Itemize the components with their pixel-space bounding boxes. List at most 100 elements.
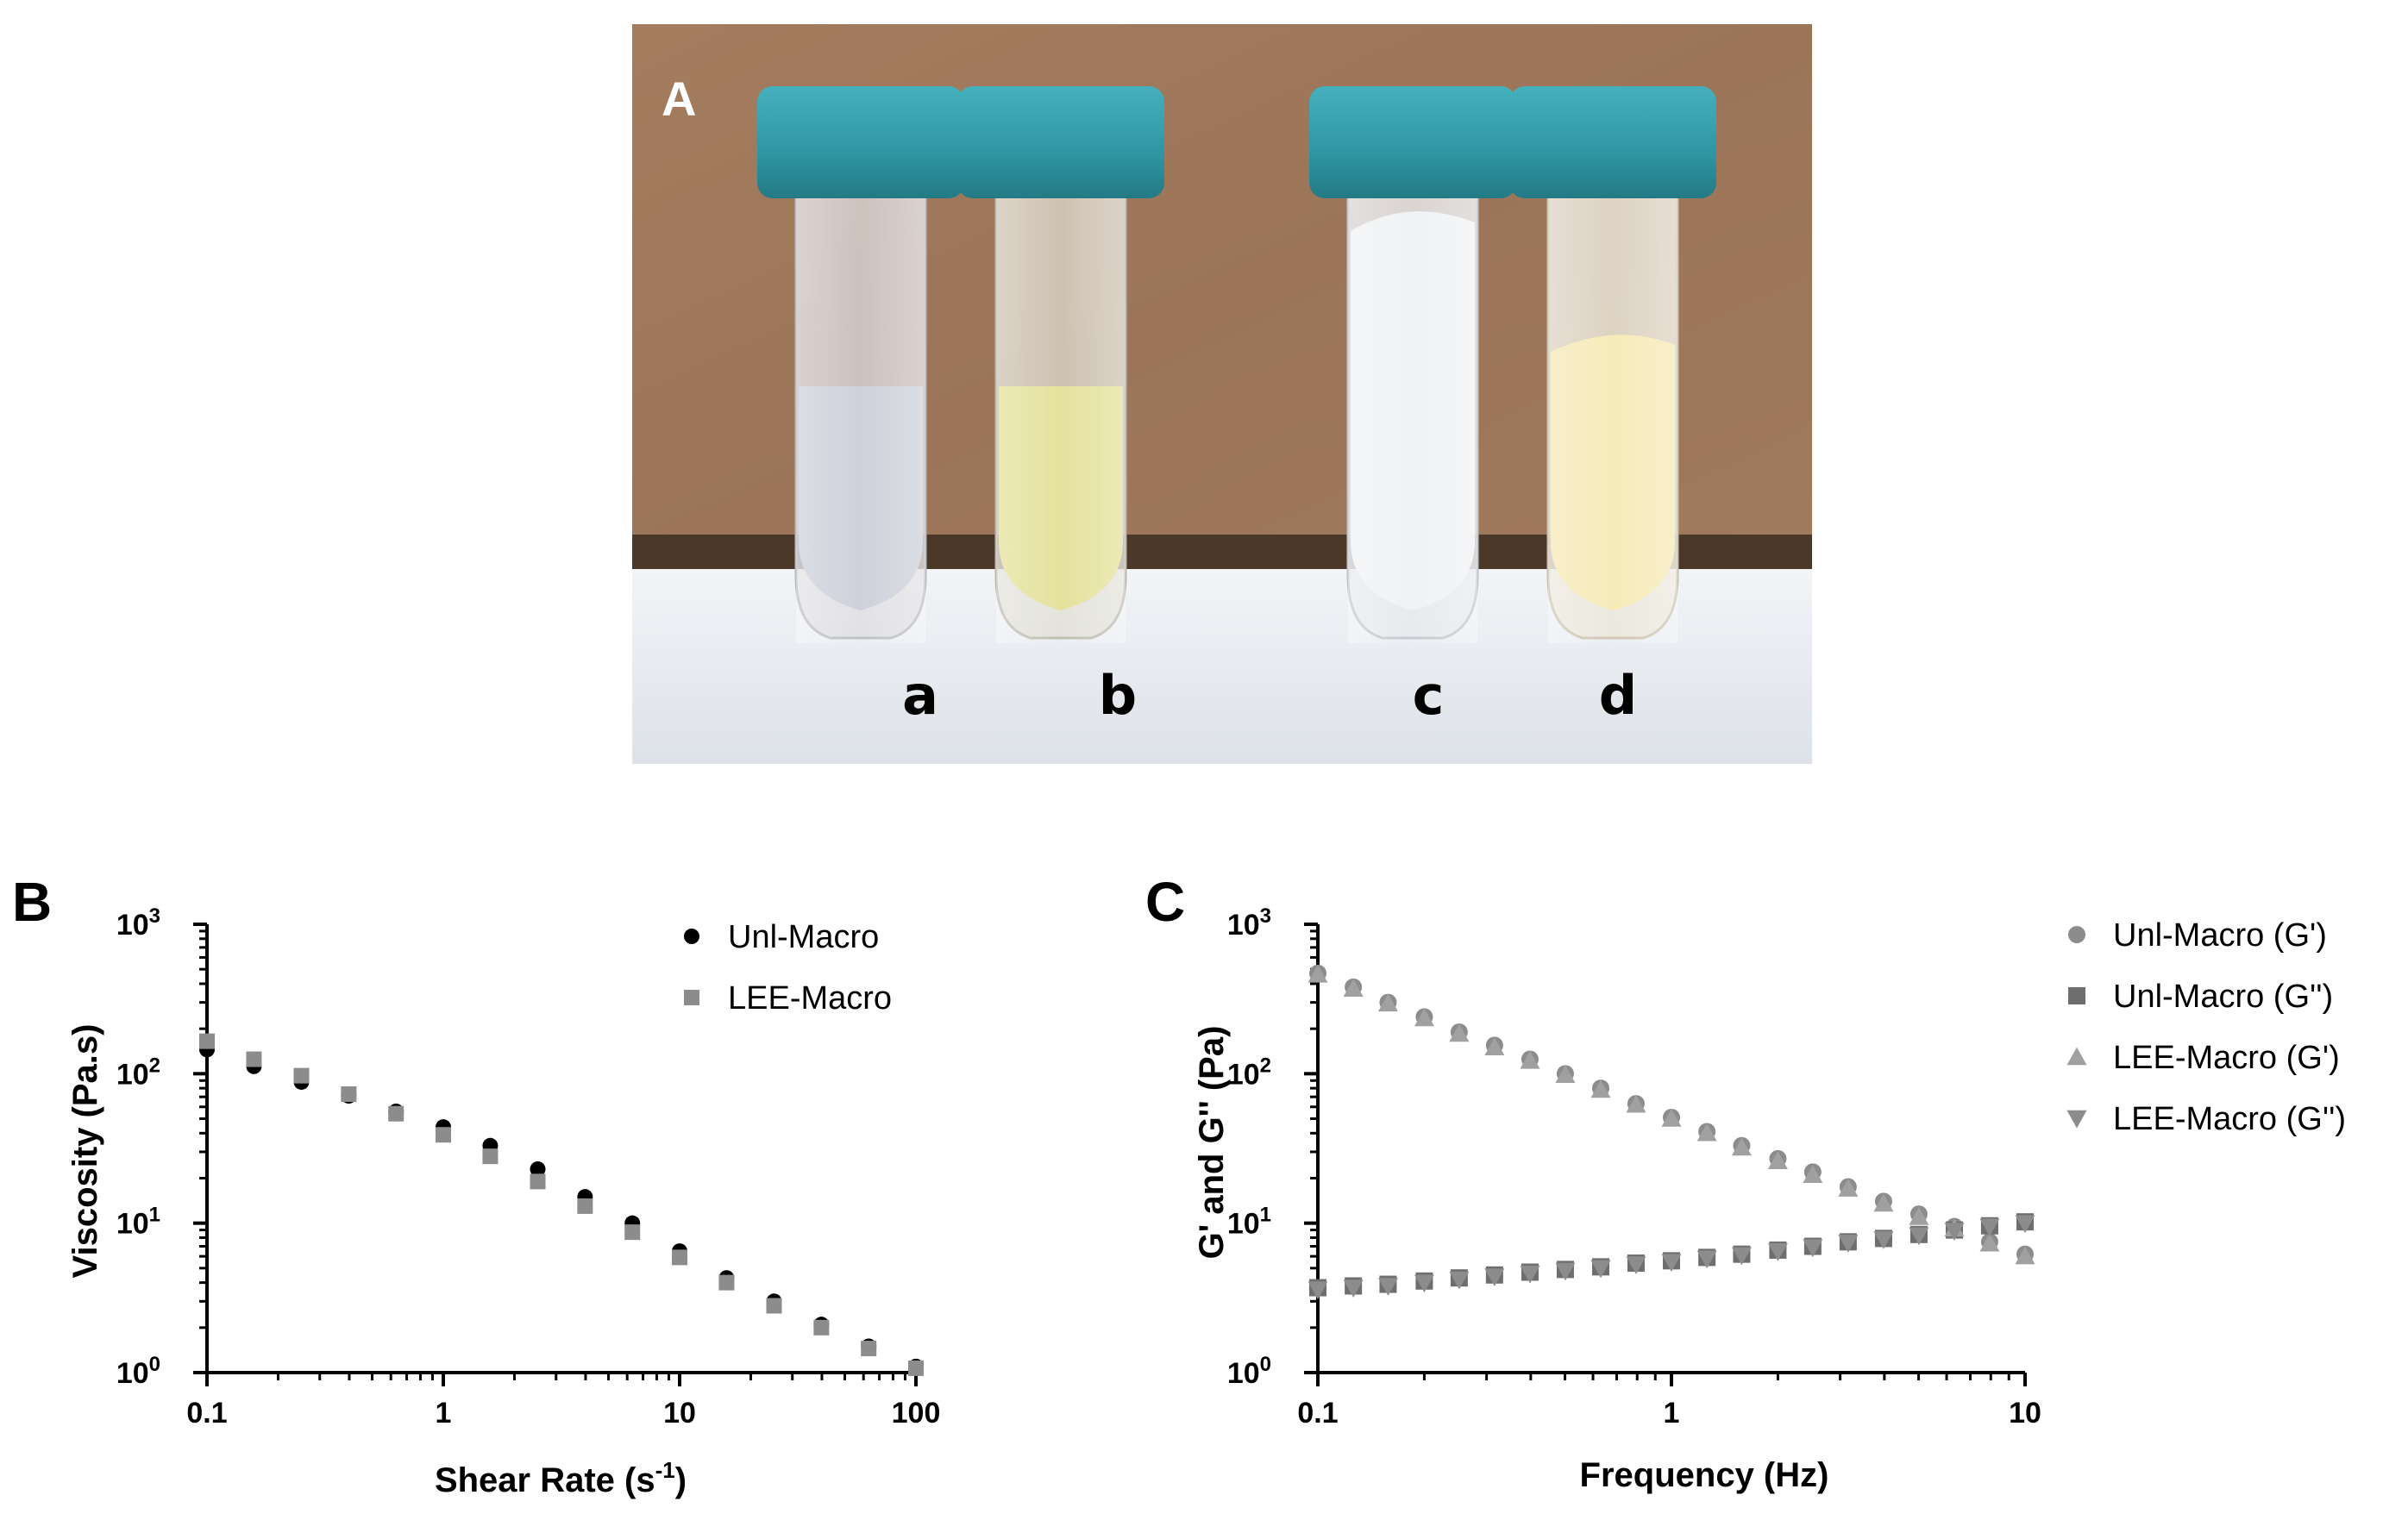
data-point-series-2 (718, 1274, 735, 1291)
data-point-series-2 (530, 1173, 546, 1190)
x-tick-label: 0.1 (186, 1397, 227, 1430)
data-point-series-4 (1803, 1239, 1823, 1258)
data-point-series-4 (1626, 1256, 1646, 1274)
legend-marker-3 (2066, 1047, 2087, 1066)
y-tick-label: 101 (1227, 1204, 1271, 1241)
tube-label-a: a (902, 664, 938, 727)
legend-label-1: Unl-Macro (G') (2113, 917, 2327, 954)
legend-c: Unl-Macro (G') Unl-Macro (G'') LEE-Macro (… (2066, 917, 2346, 1137)
photo-panel-a: A a b c d (632, 24, 1812, 764)
data-point-series-3 (1661, 1109, 1682, 1127)
data-point-series-4 (1377, 1278, 1398, 1297)
data-point-series-3 (1590, 1079, 1611, 1098)
data-point-series-4 (2015, 1215, 2035, 1234)
data-point-series-2 (577, 1198, 593, 1214)
x-tick-label: 1 (1664, 1397, 1680, 1430)
data-point-series-3 (1555, 1065, 1576, 1084)
data-point-series-3 (1803, 1165, 1823, 1184)
data-point-series-4 (1484, 1268, 1505, 1286)
data-point-series-3 (1767, 1151, 1788, 1169)
tube-label-d: d (1599, 664, 1637, 727)
data-point-series-4 (1590, 1260, 1611, 1279)
data-point-series-2 (672, 1249, 687, 1266)
data-point-series-4 (1696, 1250, 1717, 1269)
data-point-series-3 (1909, 1206, 1929, 1225)
data-point-series-1 (530, 1161, 546, 1177)
data-point-series-4 (1520, 1265, 1540, 1284)
data-point-series-3 (1307, 964, 1328, 983)
x-tick-label: 10 (663, 1397, 696, 1430)
data-point-series-2 (341, 1086, 357, 1103)
legend-marker-1 (684, 929, 699, 944)
y-axis-title-b: Viscosity (Pa.s) (66, 1024, 104, 1279)
x-tick-label: 100 (892, 1397, 941, 1430)
data-point-series-2 (482, 1148, 499, 1165)
data-point-series-3 (1449, 1023, 1470, 1042)
data-point-series-3 (2015, 1246, 2035, 1265)
data-point-series-3 (1979, 1233, 2000, 1252)
data-point-series-4 (1555, 1262, 1576, 1281)
data-point-series-2 (436, 1127, 451, 1143)
data-point-series-3 (1520, 1050, 1540, 1069)
marks-c (1307, 964, 2035, 1300)
tube-d (1509, 86, 1716, 643)
data-point-series-4 (1414, 1274, 1434, 1293)
data-point-series-3 (1696, 1123, 1717, 1142)
data-point-series-2 (813, 1319, 830, 1336)
data-point-series-4 (1944, 1223, 1965, 1241)
y-tick-label: 103 (1227, 904, 1271, 942)
y-axis-title-c: G' and G'' (Pa) (1193, 1026, 1231, 1260)
tube-a (757, 86, 964, 643)
y-tick-label: 102 (1227, 1054, 1271, 1091)
chart-b: B 0.1 1 10 100 100 101 102 103 Unl-Macro LEE-Mac… (12, 871, 941, 1499)
data-point-series-3 (1873, 1193, 1894, 1212)
y-tick-label: 103 (116, 904, 160, 942)
tube-label-b: b (1099, 664, 1137, 727)
legend-label-2: Unl-Macro (G'') (2113, 979, 2333, 1015)
cap-b (957, 86, 1164, 198)
y-tick-label: 101 (116, 1204, 160, 1241)
data-point-series-4 (1307, 1281, 1328, 1300)
data-point-series-4 (1731, 1247, 1752, 1266)
data-point-series-3 (1414, 1008, 1434, 1027)
data-point-series-2 (908, 1360, 924, 1376)
data-point-series-4 (1449, 1271, 1470, 1290)
legend-b: Unl-Macro LEE-Macro (684, 919, 892, 1017)
data-point-series-2 (199, 1033, 215, 1049)
x-tick-label: 0.1 (1297, 1397, 1338, 1430)
data-point-series-3 (1377, 993, 1398, 1012)
cap-d (1509, 86, 1716, 198)
axes-b: 0.1 1 10 100 100 101 102 103 (116, 904, 941, 1430)
data-point-series-2 (861, 1341, 877, 1357)
tube-c (1309, 86, 1516, 643)
data-point-series-2 (293, 1067, 310, 1084)
legend-marker-4 (2066, 1110, 2087, 1129)
marks-b (199, 1033, 924, 1376)
y-tick-label: 100 (116, 1353, 160, 1390)
data-point-series-3 (1626, 1094, 1646, 1113)
x-axis-title-c: Frequency (Hz) (1580, 1456, 1829, 1494)
cap-a (757, 86, 964, 198)
data-point-series-4 (1979, 1218, 2000, 1237)
data-point-series-2 (246, 1051, 262, 1067)
data-point-series-4 (1343, 1279, 1364, 1298)
tube-label-c: c (1413, 664, 1445, 727)
legend-label-4: LEE-Macro (G'') (2113, 1101, 2346, 1137)
data-point-series-4 (1661, 1254, 1682, 1273)
data-point-series-4 (1838, 1235, 1859, 1253)
data-point-series-3 (1838, 1179, 1859, 1197)
data-point-series-3 (1343, 979, 1364, 998)
data-point-series-2 (624, 1224, 641, 1241)
legend-marker-2 (684, 990, 699, 1005)
x-axis-title-b: Shear Rate (s-1) (435, 1457, 687, 1499)
panel-label-c: C (1145, 871, 1185, 933)
legend-marker-2 (2068, 987, 2085, 1004)
x-tick-label: 10 (2009, 1397, 2041, 1430)
data-point-series-4 (1873, 1231, 1894, 1249)
panel-label-a: A (662, 72, 696, 126)
legend-label-3: LEE-Macro (G') (2113, 1040, 2340, 1076)
y-tick-label: 102 (116, 1054, 160, 1091)
data-point-series-4 (1767, 1242, 1788, 1261)
